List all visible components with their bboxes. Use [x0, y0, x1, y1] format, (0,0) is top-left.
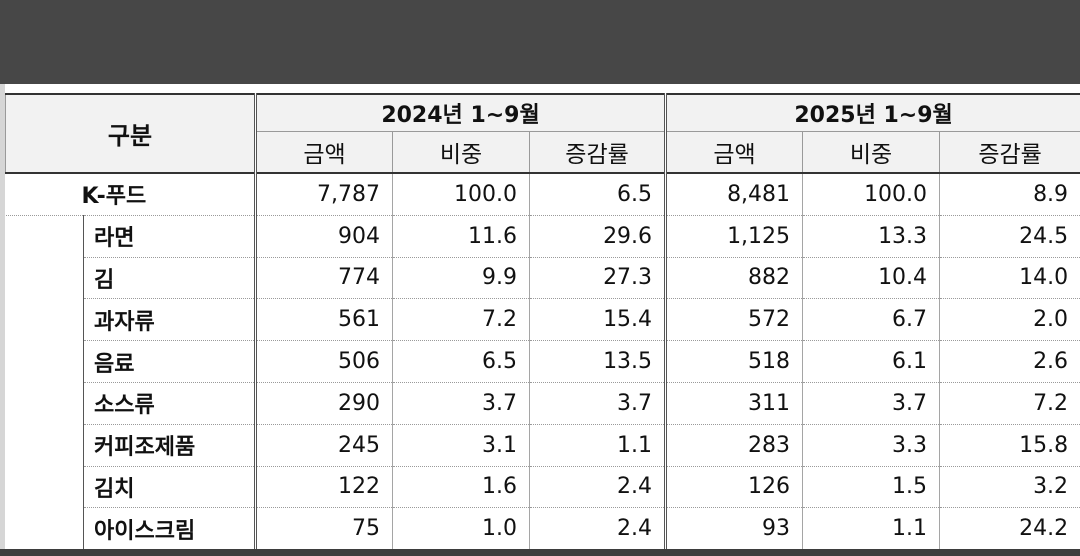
cell-v2024-2: 29.6	[529, 215, 668, 258]
row-indent	[6, 299, 84, 341]
header-2024-growth: 증감률	[529, 131, 668, 174]
cell-v2024-2: 2.4	[529, 507, 668, 551]
cell-v2025-2: 3.2	[939, 466, 1080, 509]
cell-v2024-2: 13.5	[529, 340, 668, 383]
row-indent	[6, 466, 84, 508]
cell-v2025-0: 518	[665, 340, 804, 383]
cell-v2025-1: 13.3	[802, 215, 941, 258]
cell-v2024-2: 1.1	[529, 424, 668, 467]
cell-v2025-2: 2.0	[939, 298, 1080, 342]
row-label: 김	[82, 257, 258, 300]
cell-v2024-2: 15.4	[529, 298, 668, 342]
export-table-sheet: 구분 2024년 1~9월 2025년 1~9월 금액 비중 증감률 금액 비중…	[4, 93, 1080, 551]
row-indent	[6, 382, 84, 424]
row-label: 커피조제품	[82, 424, 258, 467]
bottom-bar	[0, 549, 1080, 556]
row-label: 소스류	[82, 382, 258, 425]
table-row: 커피조제품 245 3.1 1.1 283 3.3 15.8	[6, 424, 1080, 467]
cell-v2025-1: 6.7	[802, 298, 941, 342]
cell-v2024-0: 290	[255, 382, 394, 425]
header-group-2025: 2025년 1~9월	[665, 93, 1080, 132]
row-indent	[6, 257, 84, 299]
cell-v2024-1: 3.1	[392, 424, 531, 467]
cell-v2025-2: 15.8	[939, 424, 1080, 467]
cell-v2025-2: 24.5	[939, 215, 1080, 258]
cell-v2024-1: 7.2	[392, 298, 531, 342]
table-row: 음료 506 6.5 13.5 518 6.1 2.6	[6, 340, 1080, 383]
cell-v2025-1: 1.5	[802, 466, 941, 509]
header-2025-amount: 금액	[665, 131, 804, 174]
header-2025-growth: 증감률	[939, 131, 1080, 174]
cell-v2025-0: 126	[665, 466, 804, 509]
cell-v2025-2: 7.2	[939, 382, 1080, 425]
table-row: 김치 122 1.6 2.4 126 1.5 3.2	[6, 466, 1080, 509]
row-label: 아이스크림	[82, 507, 258, 551]
row-label: 음료	[82, 340, 258, 383]
cell-v2025-0: 283	[665, 424, 804, 467]
left-edge	[0, 84, 5, 549]
row-label: 과자류	[82, 298, 258, 342]
cell-v2024-0: 774	[255, 257, 394, 300]
cell-v2025-2: 24.2	[939, 507, 1080, 551]
cell-v2024-1: 1.0	[392, 507, 531, 551]
table-row: 아이스크림 75 1.0 2.4 93 1.1 24.2	[6, 507, 1080, 551]
cell-v2025-0: 572	[665, 298, 804, 342]
cell-v2024-2: 6.5	[529, 173, 668, 216]
cell-v2025-2: 2.6	[939, 340, 1080, 383]
cell-v2024-1: 6.5	[392, 340, 531, 383]
row-indent	[6, 215, 84, 257]
row-indent	[6, 424, 84, 466]
header-category: 구분	[4, 93, 258, 174]
cell-v2024-1: 9.9	[392, 257, 531, 300]
table-row: 소스류 290 3.7 3.7 311 3.7 7.2	[6, 382, 1080, 425]
cell-v2024-2: 2.4	[529, 466, 668, 509]
table-row: 라면 904 11.6 29.6 1,125 13.3 24.5	[6, 215, 1080, 258]
cell-v2025-2: 8.9	[939, 173, 1080, 216]
cell-v2025-1: 6.1	[802, 340, 941, 383]
header-2025-share: 비중	[802, 131, 941, 174]
row-label: 김치	[82, 466, 258, 509]
cell-v2024-0: 245	[255, 424, 394, 467]
cell-v2025-0: 93	[665, 507, 804, 551]
cell-v2025-1: 10.4	[802, 257, 941, 300]
row-indent	[6, 341, 84, 383]
table-body: K-푸드 7,787 100.0 6.5 8,481 100.0 8.9 라면 904 11.6 2…	[5, 173, 1080, 551]
cell-v2025-0: 1,125	[665, 215, 804, 258]
cell-v2024-0: 7,787	[255, 173, 394, 216]
header-2024-amount: 금액	[255, 131, 394, 174]
cell-v2024-0: 904	[255, 215, 394, 258]
row-indent	[6, 508, 84, 550]
cell-v2024-0: 75	[255, 507, 394, 551]
cell-v2024-0: 561	[255, 298, 394, 342]
k-food-export-table: 구분 2024년 1~9월 2025년 1~9월 금액 비중 증감률 금액 비중…	[4, 93, 1080, 551]
cell-v2024-1: 11.6	[392, 215, 531, 258]
cell-v2025-1: 1.1	[802, 507, 941, 551]
cell-v2025-1: 100.0	[802, 173, 941, 216]
table-row-total: K-푸드 7,787 100.0 6.5 8,481 100.0 8.9	[5, 173, 1080, 216]
cell-v2025-2: 14.0	[939, 257, 1080, 300]
header-2024-share: 비중	[392, 131, 531, 174]
cell-v2024-1: 100.0	[392, 173, 531, 216]
cell-v2024-1: 3.7	[392, 382, 531, 425]
table-row: 과자류 561 7.2 15.4 572 6.7 2.0	[6, 298, 1080, 342]
cell-v2025-0: 8,481	[665, 173, 804, 216]
row-label: K-푸드	[5, 173, 258, 216]
header-group-2024: 2024년 1~9월	[255, 93, 668, 132]
cell-v2024-2: 3.7	[529, 382, 668, 425]
cell-v2025-1: 3.3	[802, 424, 941, 467]
row-label: 라면	[82, 215, 258, 258]
cell-v2025-0: 882	[665, 257, 804, 300]
cell-v2025-1: 3.7	[802, 382, 941, 425]
table-row: 김 774 9.9 27.3 882 10.4 14.0	[6, 257, 1080, 300]
cell-v2024-0: 122	[255, 466, 394, 509]
cell-v2024-1: 1.6	[392, 466, 531, 509]
top-bar	[0, 0, 1080, 84]
cell-v2025-0: 311	[665, 382, 804, 425]
cell-v2024-2: 27.3	[529, 257, 668, 300]
cell-v2024-0: 506	[255, 340, 394, 383]
